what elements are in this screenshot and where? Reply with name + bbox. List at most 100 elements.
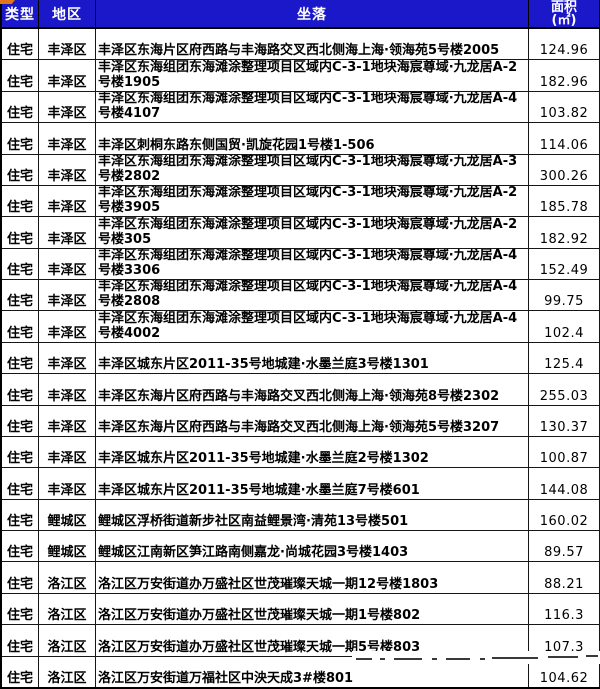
- location-cell: 洛江区万安街道办万盛社区世茂璀璨天城一期12号楼1803: [96, 562, 529, 593]
- table-row: 住宅 丰泽区 丰泽区东海片区府西路与丰海路交叉西北侧海上海·领海苑5号楼2005…: [2, 29, 600, 61]
- table-row: 住宅 洛江区 洛江区万安街道办万盛社区世茂璀璨天城一期12号楼1803 88.2…: [2, 562, 600, 594]
- area-cell: 130.37: [529, 405, 600, 436]
- location-cell: 丰泽区东海组团东海滩涂整理项目区域内C-3-1地块海宸尊域·九龙居A-3号楼28…: [96, 154, 529, 185]
- type-cell: 住宅: [2, 217, 39, 248]
- location-cell: 鲤城区江南新区笋江路南侧嘉龙·尚城花园3号楼1403: [96, 531, 529, 562]
- location-cell: 丰泽区东海组团东海滩涂整理项目区域内C-3-1地块海宸尊域·九龙居A-4号楼40…: [96, 311, 529, 342]
- district-cell: 丰泽区: [39, 185, 96, 217]
- type-cell: 住宅: [2, 342, 39, 374]
- location-cell: 丰泽区东海片区府西路与丰海路交叉西北侧海上海·领海苑8号楼2302: [96, 374, 529, 405]
- whiteout-smudge: [352, 651, 600, 664]
- district-cell: 丰泽区: [39, 123, 96, 154]
- type-cell: 住宅: [2, 499, 39, 530]
- smudge-dash: [356, 658, 372, 660]
- area-cell: 116.3: [529, 593, 600, 625]
- location-cell: 洛江区万安街道万福社区中泱天成3#楼801: [96, 656, 529, 687]
- table-row: 住宅 丰泽区 丰泽区东海片区府西路与丰海路交叉西北侧海上海·领海苑5号楼3207…: [2, 405, 600, 437]
- district-cell: 丰泽区: [39, 217, 96, 248]
- district-cell: 洛江区: [39, 562, 96, 593]
- location-cell: 丰泽区城东片区2011-35号地城建·水墨兰庭3号楼1301: [96, 342, 529, 374]
- area-cell: 88.21: [529, 562, 600, 593]
- table-row: 住宅 丰泽区 丰泽区东海片区府西路与丰海路交叉西北侧海上海·领海苑8号楼2302…: [2, 374, 600, 406]
- type-cell: 住宅: [2, 562, 39, 593]
- district-cell: 丰泽区: [39, 29, 96, 60]
- table-row: 住宅 丰泽区 丰泽区刺桐东路东侧国贸·凯旋花园1号楼1-506 114.06: [2, 123, 600, 155]
- table-row: 住宅 洛江区 洛江区万安街道办万盛社区世茂璀璨天城一期1号楼802 116.3: [2, 593, 600, 626]
- area-cell: 114.06: [529, 123, 600, 154]
- table-row: 住宅 丰泽区 丰泽区东海组团东海滩涂整理项目区域内C-3-1地块海宸尊域·九龙居…: [2, 217, 600, 249]
- location-cell: 丰泽区刺桐东路东侧国贸·凯旋花园1号楼1-506: [96, 123, 529, 154]
- smudge-dash: [432, 658, 437, 660]
- district-cell: 丰泽区: [39, 91, 96, 123]
- district-cell: 丰泽区: [39, 374, 96, 405]
- location-cell: 丰泽区东海组团东海滩涂整理项目区域内C-3-1地块海宸尊域·九龙居A-2号楼30…: [96, 217, 529, 248]
- type-cell: 住宅: [2, 185, 39, 217]
- district-cell: 丰泽区: [39, 60, 96, 91]
- location-cell: 丰泽区东海片区府西路与丰海路交叉西北侧海上海·领海苑5号楼3207: [96, 405, 529, 436]
- district-cell: 洛江区: [39, 656, 96, 687]
- header-location: 坐落: [96, 0, 529, 27]
- area-cell: 182.92: [529, 217, 600, 248]
- type-cell: 住宅: [2, 29, 39, 60]
- location-cell: 鲤城区浮桥街道新步社区南益鲤景湾·清苑13号楼501: [96, 499, 529, 530]
- district-cell: 丰泽区: [39, 436, 96, 468]
- type-cell: 住宅: [2, 374, 39, 405]
- district-cell: 洛江区: [39, 625, 96, 656]
- table-row: 住宅 丰泽区 丰泽区东海组团东海滩涂整理项目区域内C-3-1地块海宸尊域·九龙居…: [2, 248, 600, 280]
- district-cell: 丰泽区: [39, 154, 96, 185]
- district-cell: 丰泽区: [39, 311, 96, 342]
- table-row: 住宅 丰泽区 丰泽区城东片区2011-35号地城建·水墨兰庭2号楼1302 10…: [2, 436, 600, 469]
- table-row: 住宅 丰泽区 丰泽区东海组团东海滩涂整理项目区域内C-3-1地块海宸尊域·九龙居…: [2, 185, 600, 218]
- location-cell: 丰泽区东海片区府西路与丰海路交叉西北侧海上海·领海苑5号楼2005: [96, 29, 529, 60]
- header-area-line1: 面积: [550, 0, 577, 15]
- table-row: 住宅 丰泽区 丰泽区东海组团东海滩涂整理项目区域内C-3-1地块海宸尊域·九龙居…: [2, 280, 600, 312]
- location-cell: 丰泽区东海组团东海滩涂整理项目区域内C-3-1地块海宸尊域·九龙居A-2号楼39…: [96, 185, 529, 217]
- table-row: 住宅 洛江区 洛江区万安街道办万盛社区世茂璀璨天城一期5号楼803 107.3: [2, 625, 600, 657]
- area-cell: 89.57: [529, 531, 600, 562]
- district-cell: 鲤城区: [39, 499, 96, 530]
- type-cell: 住宅: [2, 311, 39, 342]
- area-cell: 103.82: [529, 91, 600, 123]
- smudge-dash: [492, 657, 538, 659]
- type-cell: 住宅: [2, 154, 39, 185]
- smudge-dash: [446, 658, 470, 660]
- table-row: 住宅 丰泽区 丰泽区东海组团东海滩涂整理项目区域内C-3-1地块海宸尊域·九龙居…: [2, 311, 600, 343]
- type-cell: 住宅: [2, 248, 39, 279]
- district-cell: 丰泽区: [39, 342, 96, 374]
- table-row: 住宅 鲤城区 鲤城区江南新区笋江路南侧嘉龙·尚城花园3号楼1403 89.57: [2, 531, 600, 563]
- area-cell: 144.08: [529, 468, 600, 499]
- type-cell: 住宅: [2, 436, 39, 468]
- area-cell: 124.96: [529, 29, 600, 60]
- type-cell: 住宅: [2, 405, 39, 436]
- table-row: 住宅 洛江区 洛江区万安街道万福社区中泱天成3#楼801 104.62: [2, 656, 600, 687]
- table-row: 住宅 丰泽区 丰泽区东海组团东海滩涂整理项目区域内C-3-1地块海宸尊域·九龙居…: [2, 154, 600, 186]
- area-cell: 99.75: [529, 280, 600, 311]
- area-cell: 160.02: [529, 499, 600, 530]
- location-cell: 丰泽区东海组团东海滩涂整理项目区域内C-3-1地块海宸尊域·九龙居A-4号楼33…: [96, 248, 529, 279]
- location-cell: 丰泽区东海组团东海滩涂整理项目区域内C-3-1地块海宸尊域·九龙居A-4号楼41…: [96, 91, 529, 123]
- district-cell: 丰泽区: [39, 248, 96, 279]
- smudge-dash: [380, 658, 385, 660]
- type-cell: 住宅: [2, 468, 39, 499]
- smudge-dash: [480, 658, 485, 660]
- table-row: 住宅 鲤城区 鲤城区浮桥街道新步社区南益鲤景湾·清苑13号楼501 160.02: [2, 499, 600, 531]
- table-row: 住宅 丰泽区 丰泽区东海组团东海滩涂整理项目区域内C-3-1地块海宸尊域·九龙居…: [2, 91, 600, 124]
- location-cell: 洛江区万安街道办万盛社区世茂璀璨天城一期1号楼802: [96, 593, 529, 625]
- corner-watermark-fragment: [0, 0, 15, 4]
- area-cell: 152.49: [529, 248, 600, 279]
- header-type: 类型: [2, 0, 39, 27]
- type-cell: 住宅: [2, 91, 39, 123]
- table-row: 住宅 丰泽区 丰泽区城东片区2011-35号地城建·水墨兰庭3号楼1301 12…: [2, 342, 600, 375]
- district-cell: 丰泽区: [39, 405, 96, 436]
- location-cell: 洛江区万安街道办万盛社区世茂璀璨天城一期5号楼803: [96, 625, 529, 656]
- table-row: 住宅 丰泽区 丰泽区东海组团东海滩涂整理项目区域内C-3-1地块海宸尊域·九龙居…: [2, 60, 600, 92]
- type-cell: 住宅: [2, 280, 39, 311]
- district-cell: 洛江区: [39, 593, 96, 625]
- location-cell: 丰泽区城东片区2011-35号地城建·水墨兰庭2号楼1302: [96, 436, 529, 468]
- type-cell: 住宅: [2, 625, 39, 656]
- type-cell: 住宅: [2, 531, 39, 562]
- table-header-row: 类型 地区 坐落 面积 (㎡): [2, 0, 600, 29]
- area-cell: 100.87: [529, 436, 600, 468]
